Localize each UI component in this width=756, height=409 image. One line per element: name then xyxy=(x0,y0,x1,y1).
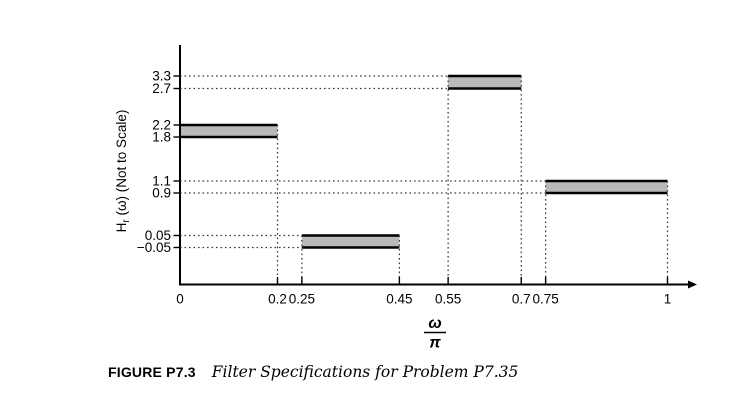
figure-caption-text: Filter Specifications for Problem P7.35 xyxy=(211,363,519,381)
x-tick-label: 0.25 xyxy=(289,292,315,307)
y-tick-label: 2.7 xyxy=(152,81,171,96)
y-tick-label: 2.2 xyxy=(152,118,171,133)
x-tick-label: 0 xyxy=(176,292,184,307)
y-tick-label: −0.05 xyxy=(137,240,171,255)
spec-band xyxy=(545,181,668,193)
x-axis-arrow-icon xyxy=(688,280,697,289)
x-tick-label: 0.2 xyxy=(268,292,287,307)
spec-band xyxy=(448,76,522,89)
x-axis-label-denominator: π xyxy=(429,335,441,352)
y-tick-label: 3.3 xyxy=(152,69,171,84)
y-tick-label: 1.1 xyxy=(152,174,171,189)
x-tick-label: 0.7 xyxy=(512,292,531,307)
x-tick-label: 0.75 xyxy=(532,292,558,307)
x-tick-label: 0.55 xyxy=(435,292,461,307)
y-tick-label: 0.9 xyxy=(152,186,171,201)
y-axis-title: Hr (ω) (Not to Scale) xyxy=(114,110,132,233)
spec-band xyxy=(180,125,278,137)
spec-band xyxy=(301,235,400,248)
x-axis-label-numerator: ω xyxy=(428,315,441,332)
y-tick-label: 0.05 xyxy=(145,228,171,243)
figure-caption-label: FIGURE P7.3 xyxy=(108,364,196,380)
figure-caption: FIGURE P7.3 Filter Specifications for Pro… xyxy=(108,363,518,382)
y-tick-label: 1.8 xyxy=(152,130,171,145)
x-tick-label: 1 xyxy=(664,292,672,307)
x-tick-label: 0.45 xyxy=(386,292,412,307)
